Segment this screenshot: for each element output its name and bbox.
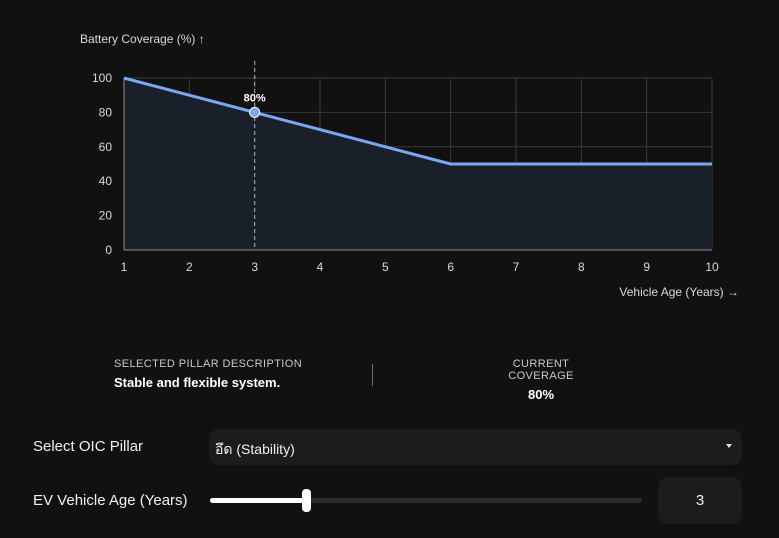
- coverage-block: CURRENT COVERAGE 80%: [481, 358, 601, 402]
- coverage-area: [124, 78, 712, 250]
- chevron-down-icon[interactable]: [726, 444, 732, 448]
- age-slider-label: EV Vehicle Age (Years): [33, 492, 188, 509]
- coverage-line: [123, 76, 712, 166]
- x-tick-label: 9: [643, 260, 650, 274]
- x-tick-label: 3: [251, 260, 258, 274]
- coverage-label: CURRENT COVERAGE: [508, 358, 574, 382]
- age-slider-fill: [210, 498, 306, 503]
- pillar-select[interactable]: อึด (Stability): [209, 429, 742, 465]
- description-label: SELECTED PILLAR DESCRIPTION: [114, 358, 303, 370]
- y-tick-label: 0: [105, 243, 112, 257]
- x-tick-label: 5: [382, 260, 389, 274]
- pillar-select-label: Select OIC Pillar: [33, 438, 144, 455]
- x-tick-label: 10: [705, 260, 719, 274]
- chart-axes: [123, 78, 712, 251]
- age-slider[interactable]: [210, 489, 642, 512]
- y-tick-label: 80: [99, 105, 113, 119]
- description-block: SELECTED PILLAR DESCRIPTION Stable and f…: [114, 358, 302, 390]
- age-number-input[interactable]: 3: [658, 477, 742, 524]
- info-panel: SELECTED PILLAR DESCRIPTION Stable and f…: [0, 352, 779, 402]
- x-tick-label: 4: [317, 260, 324, 274]
- y-axis-title: Battery Coverage (%) ↑: [80, 32, 205, 46]
- chart-tick-labels: 0 20 40 60 80 100 1 2 3 4 5 6 7 8 9 10: [92, 71, 719, 274]
- info-divider: [372, 364, 373, 386]
- x-tick-label: 8: [578, 260, 585, 274]
- age-slider-thumb[interactable]: [302, 489, 311, 512]
- y-tick-label: 60: [99, 140, 113, 154]
- age-number-value: 3: [695, 492, 705, 509]
- y-tick-label: 100: [92, 71, 112, 85]
- coverage-chart: 80% 0 20 40 60 80 100 1 2 3 4 5 6 7 8 9 10 Battery Cove…: [80, 32, 739, 299]
- description-value: Stable and flexible system.: [114, 375, 281, 390]
- coverage-value: 80%: [527, 387, 555, 402]
- pillar-select-value: อึด (Stability): [215, 441, 295, 457]
- y-tick-label: 20: [99, 209, 113, 223]
- x-tick-label: 7: [513, 260, 520, 274]
- x-tick-label: 1: [121, 260, 128, 274]
- x-tick-label: 2: [186, 260, 193, 274]
- x-axis-title: Vehicle Age (Years) →: [619, 285, 739, 299]
- highlight-value-label: 80%: [244, 92, 266, 104]
- y-tick-label: 40: [99, 174, 113, 188]
- x-tick-label: 6: [447, 260, 454, 274]
- highlight-point[interactable]: [249, 106, 261, 118]
